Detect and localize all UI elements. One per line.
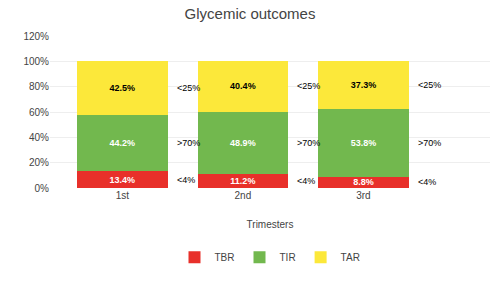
svg-text:11.2%: 11.2% <box>230 176 255 186</box>
svg-text:TAR: TAR <box>341 252 360 263</box>
svg-text:<25%: <25% <box>177 83 200 93</box>
svg-text:2nd: 2nd <box>235 190 252 201</box>
svg-text:>70%: >70% <box>418 138 441 148</box>
svg-text:40.4%: 40.4% <box>230 81 256 91</box>
svg-text:100%: 100% <box>23 56 49 67</box>
svg-text:13.4%: 13.4% <box>110 175 136 185</box>
svg-text:40%: 40% <box>29 132 49 143</box>
svg-text:<4%: <4% <box>418 177 436 187</box>
svg-text:<25%: <25% <box>297 81 320 91</box>
svg-text:>70%: >70% <box>177 138 200 148</box>
svg-text:>70%: >70% <box>297 138 320 148</box>
svg-text:44.2%: 44.2% <box>110 138 136 148</box>
svg-text:<4%: <4% <box>177 175 195 185</box>
svg-text:120%: 120% <box>23 31 49 42</box>
svg-text:Trimesters: Trimesters <box>247 219 294 230</box>
svg-text:Glycemic outcomes: Glycemic outcomes <box>185 5 316 22</box>
svg-text:TIR: TIR <box>280 252 296 263</box>
svg-text:3rd: 3rd <box>356 190 370 201</box>
svg-text:20%: 20% <box>29 157 49 168</box>
svg-text:48.9%: 48.9% <box>230 138 256 148</box>
svg-text:TBR: TBR <box>215 252 235 263</box>
svg-text:42.5%: 42.5% <box>110 83 136 93</box>
svg-text:<25%: <25% <box>418 80 441 90</box>
svg-text:80%: 80% <box>29 81 49 92</box>
svg-text:60%: 60% <box>29 107 49 118</box>
svg-text:1st: 1st <box>116 190 130 201</box>
svg-text:0%: 0% <box>35 183 50 194</box>
svg-text:8.8%: 8.8% <box>353 177 374 187</box>
svg-text:53.8%: 53.8% <box>351 138 377 148</box>
svg-text:37.3%: 37.3% <box>351 80 377 90</box>
svg-text:<4%: <4% <box>297 176 315 186</box>
